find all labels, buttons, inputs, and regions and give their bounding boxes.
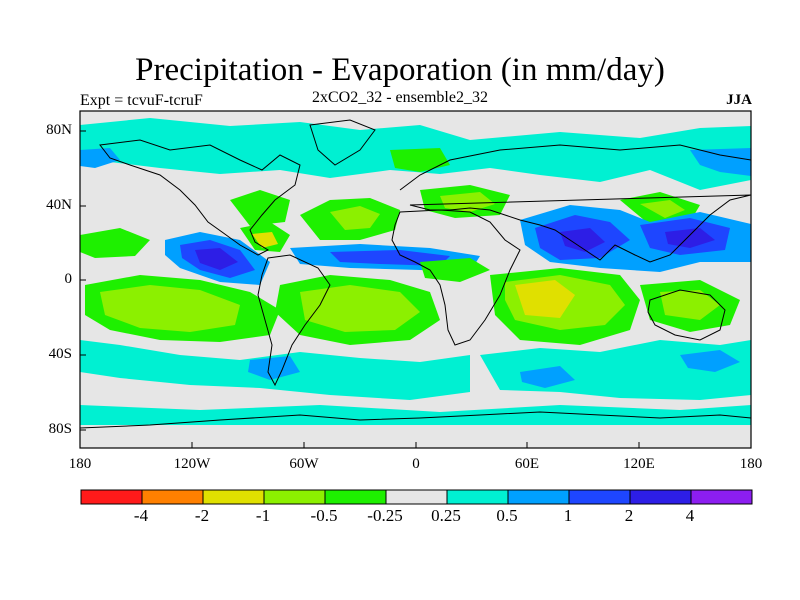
- north-america-dry: [230, 190, 290, 226]
- colorbar-box: [507, 489, 570, 505]
- colorbar-box: [446, 489, 509, 505]
- southern-ocean-mid-3: [680, 350, 740, 372]
- axis-ticks: [79, 130, 752, 448]
- lat-label-0: 0: [64, 271, 73, 287]
- africa-coast: [391, 209, 521, 346]
- east-pacific-itcz-max: [195, 248, 238, 270]
- asia-dry-core: [640, 200, 685, 218]
- north-america-coast: [99, 139, 301, 256]
- greenland-coast: [309, 119, 376, 166]
- north-pacific-wet: [690, 148, 751, 176]
- europe-dry-core: [440, 192, 495, 212]
- legend-label: 4: [685, 506, 695, 525]
- southern-ocean-mid-1: [248, 356, 300, 380]
- lon-label-180-east: 180: [739, 456, 763, 472]
- bay-of-bengal-max: [560, 228, 605, 252]
- antarctic-neutral: [80, 425, 751, 448]
- lon-label-120e: 120E: [623, 456, 655, 472]
- australia-coast: [647, 289, 726, 341]
- legend-label: -4: [133, 506, 149, 525]
- australia-dry-core: [660, 290, 720, 320]
- lat-label-40s: 40S: [48, 346, 72, 362]
- antarctica-coast: [80, 411, 751, 429]
- west-pacific-max: [665, 228, 715, 248]
- south-indian-dry-max: [515, 280, 575, 318]
- lon-label-120w: 120W: [173, 456, 211, 472]
- colorbar: [80, 489, 753, 505]
- colorbar-box: [568, 489, 631, 505]
- lon-label-60e: 60E: [514, 456, 540, 472]
- caribbean-dry-core: [252, 232, 278, 248]
- plot-title: Precipitation - Evaporation (in mm/day): [135, 52, 665, 88]
- legend-label: -0.5: [310, 506, 338, 525]
- colorbar-box: [263, 489, 326, 505]
- lat-label-80n: 80N: [46, 122, 72, 138]
- south-america-coast: [257, 254, 331, 387]
- east-asia-wet: [80, 148, 120, 168]
- run-label: 2xCO2_32 - ensemble2_32: [312, 89, 488, 106]
- season-label: JJA: [726, 92, 752, 108]
- legend-label: 2: [624, 506, 634, 525]
- legend-label: -0.25: [367, 506, 403, 525]
- lon-label-60w: 60W: [289, 456, 319, 472]
- lat-label-80s: 80S: [48, 421, 72, 437]
- colorbar-box: [141, 489, 204, 505]
- eurasia-coast: [399, 144, 751, 263]
- lon-label-0: 0: [412, 456, 420, 472]
- colorbar-box: [385, 489, 448, 505]
- colorbar-box: [629, 489, 692, 505]
- north-atlantic-dry-core: [330, 206, 380, 230]
- south-pacific-dry-core: [100, 285, 240, 332]
- colorbar-box: [80, 489, 143, 505]
- legend-label: -2: [194, 506, 210, 525]
- legend-label: 0.25: [431, 506, 461, 525]
- lat-label-40n: 40N: [46, 197, 72, 213]
- colorbar-box: [690, 489, 753, 505]
- west-africa-dry: [420, 258, 490, 282]
- legend-label: -1: [255, 506, 271, 525]
- arctic-dry-patch: [390, 148, 450, 172]
- lon-label-180-west: 180: [68, 456, 92, 472]
- field-layer: [80, 111, 751, 448]
- north-pacific-tropic-dry: [80, 228, 150, 258]
- legend-label: 1: [563, 506, 573, 525]
- legend-label: 0.5: [496, 506, 518, 525]
- south-atlantic-dry-core: [300, 285, 420, 332]
- southern-ocean-mid-2: [520, 366, 575, 388]
- coastlines: [80, 119, 751, 429]
- colorbar-box: [324, 489, 387, 505]
- experiment-label: Expt = tcvuF-tcruF: [80, 92, 203, 109]
- colorbar-box: [202, 489, 265, 505]
